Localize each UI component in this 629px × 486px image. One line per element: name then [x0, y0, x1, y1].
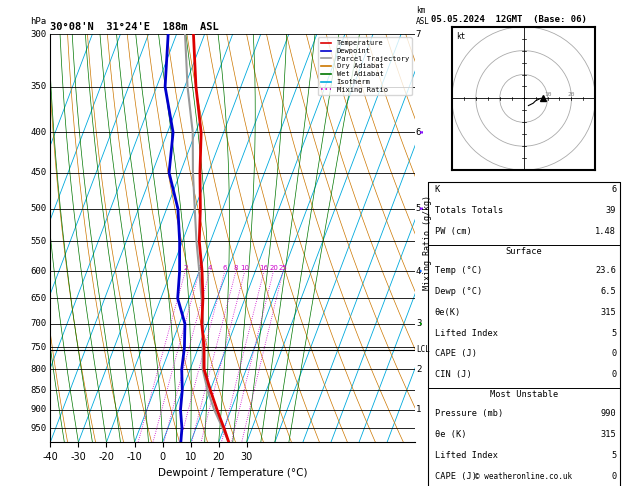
Text: Totals Totals: Totals Totals — [435, 206, 503, 215]
Text: 315: 315 — [601, 430, 616, 439]
Text: Lifted Index: Lifted Index — [435, 451, 498, 460]
Text: 0: 0 — [611, 349, 616, 359]
Text: 20: 20 — [269, 265, 278, 271]
Text: 23.6: 23.6 — [596, 266, 616, 275]
Text: CAPE (J): CAPE (J) — [435, 349, 477, 359]
Text: 2: 2 — [183, 265, 187, 271]
Text: Most Unstable: Most Unstable — [490, 390, 558, 399]
Text: hPa: hPa — [31, 17, 47, 26]
Text: Mixing Ratio (g/kg): Mixing Ratio (g/kg) — [423, 195, 431, 291]
Text: kt: kt — [456, 33, 465, 41]
Text: CIN (J): CIN (J) — [435, 370, 471, 380]
Text: 10: 10 — [240, 265, 249, 271]
Text: © weatheronline.co.uk: © weatheronline.co.uk — [476, 472, 572, 481]
Text: 25: 25 — [279, 265, 287, 271]
Text: 5: 5 — [416, 204, 421, 213]
Legend: Temperature, Dewpoint, Parcel Trajectory, Dry Adiabat, Wet Adiabat, Isotherm, Mi: Temperature, Dewpoint, Parcel Trajectory… — [318, 37, 411, 95]
Text: 650: 650 — [31, 294, 47, 303]
Text: PW (cm): PW (cm) — [435, 227, 471, 236]
Text: 950: 950 — [31, 424, 47, 433]
Text: 3: 3 — [416, 319, 421, 328]
Text: K: K — [435, 185, 440, 194]
Text: 20: 20 — [568, 92, 575, 97]
Text: 300: 300 — [31, 30, 47, 38]
Text: θe (K): θe (K) — [435, 430, 466, 439]
Text: 7: 7 — [416, 30, 421, 38]
Text: Dewp (°C): Dewp (°C) — [435, 287, 482, 296]
Text: 6: 6 — [416, 128, 421, 137]
X-axis label: Dewpoint / Temperature (°C): Dewpoint / Temperature (°C) — [158, 468, 308, 478]
Text: 4: 4 — [416, 266, 421, 276]
Text: Lifted Index: Lifted Index — [435, 329, 498, 338]
Text: 450: 450 — [31, 168, 47, 177]
Text: 600: 600 — [31, 266, 47, 276]
Text: 800: 800 — [31, 365, 47, 374]
Text: 500: 500 — [31, 204, 47, 213]
Text: 6.5: 6.5 — [601, 287, 616, 296]
Text: 5: 5 — [611, 451, 616, 460]
Text: 16: 16 — [260, 265, 269, 271]
Text: 900: 900 — [31, 405, 47, 414]
Text: 5: 5 — [611, 329, 616, 338]
Text: 3: 3 — [197, 265, 202, 271]
Text: 6: 6 — [223, 265, 227, 271]
Text: km
ASL: km ASL — [416, 6, 430, 26]
Text: Pressure (mb): Pressure (mb) — [435, 409, 503, 418]
Text: 8: 8 — [234, 265, 238, 271]
Text: 315: 315 — [601, 308, 616, 317]
Text: 30°08'N  31°24'E  188m  ASL: 30°08'N 31°24'E 188m ASL — [50, 22, 219, 32]
Text: 1: 1 — [416, 405, 421, 414]
Text: 700: 700 — [31, 319, 47, 328]
Text: 39: 39 — [606, 206, 616, 215]
Text: 350: 350 — [31, 82, 47, 91]
Text: CAPE (J): CAPE (J) — [435, 472, 477, 481]
Text: θe(K): θe(K) — [435, 308, 461, 317]
Text: Temp (°C): Temp (°C) — [435, 266, 482, 275]
Text: 10: 10 — [544, 92, 551, 97]
Text: 2: 2 — [416, 365, 421, 374]
Text: 850: 850 — [31, 385, 47, 395]
Text: LCL: LCL — [416, 345, 430, 354]
Text: Surface: Surface — [506, 247, 542, 256]
Text: 0: 0 — [611, 472, 616, 481]
Text: 550: 550 — [31, 237, 47, 246]
Text: 400: 400 — [31, 128, 47, 137]
Text: 990: 990 — [601, 409, 616, 418]
Text: 6: 6 — [611, 185, 616, 194]
Text: 0: 0 — [611, 370, 616, 380]
Text: 750: 750 — [31, 343, 47, 352]
Text: 4: 4 — [208, 265, 212, 271]
Text: 1.48: 1.48 — [596, 227, 616, 236]
Text: 05.05.2024  12GMT  (Base: 06): 05.05.2024 12GMT (Base: 06) — [431, 15, 587, 24]
